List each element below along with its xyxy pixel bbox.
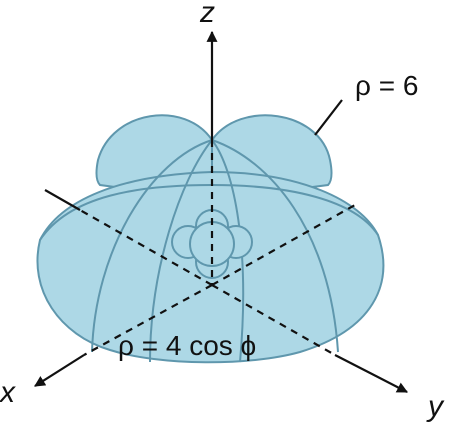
x-axis-hidden (83, 284, 213, 356)
rho6-leader-line (314, 99, 343, 136)
neg-x-axis-hidden (211, 204, 356, 286)
outer-surface-label: ρ = 6 (355, 70, 418, 101)
hidden-axes (79, 140, 356, 356)
x-axis (34, 354, 85, 387)
inner-surface-label: ρ = 4 cos ϕ (118, 330, 256, 361)
meridian-2 (211, 139, 245, 363)
meridian-4 (149, 139, 213, 363)
neg-y-axis (44, 189, 81, 211)
y-axis-hidden (211, 284, 336, 356)
x-axis-label: x (0, 376, 16, 409)
z-axis-label: z (199, 0, 215, 29)
visible-axes (34, 30, 408, 393)
meridian-1 (91, 139, 213, 353)
y-axis (334, 354, 408, 393)
meridian-3 (211, 139, 339, 353)
y-axis-label: y (426, 390, 445, 423)
